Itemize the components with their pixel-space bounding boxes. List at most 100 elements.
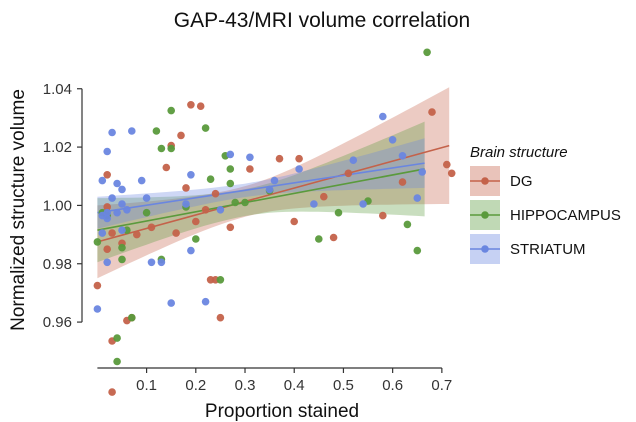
data-point-dg [201, 206, 210, 214]
data-points [93, 48, 456, 396]
data-point-dg [216, 313, 225, 322]
data-point-dg [329, 233, 338, 242]
data-point-dg [428, 108, 436, 116]
legend-title: Brain structure [470, 144, 568, 161]
data-point-dg [290, 217, 299, 226]
legend-key-point [481, 211, 489, 219]
y-tick-label: 1.00 [43, 197, 72, 214]
data-point-hippocampus [167, 144, 175, 153]
data-point-hippocampus [152, 127, 161, 135]
data-point-hippocampus [201, 124, 210, 132]
data-point-striatum [295, 165, 303, 173]
data-point-striatum [187, 171, 195, 179]
data-point-hippocampus [413, 246, 422, 255]
data-point-striatum [98, 229, 107, 237]
data-point-striatum [118, 226, 126, 234]
data-point-striatum [201, 297, 210, 306]
data-point-striatum [226, 150, 235, 159]
data-point-striatum [118, 185, 126, 194]
fit-line-dg [97, 144, 450, 243]
data-point-striatum [113, 179, 121, 188]
data-point-striatum [128, 127, 136, 135]
data-point-dg [147, 223, 156, 232]
data-point-striatum [103, 208, 111, 217]
data-point-hippocampus [226, 179, 235, 188]
legend-label-striatum: STRIATUM [510, 241, 586, 258]
data-point-hippocampus [216, 276, 225, 284]
data-point-striatum [118, 200, 126, 208]
fit-line-hippocampus [97, 168, 425, 231]
data-point-striatum [270, 176, 279, 185]
x-tick-label: 0.5 [333, 377, 354, 394]
legend: Brain structure DG HIPPOCAMPUS STRIATUM [470, 144, 621, 264]
x-tick-label: 0.3 [235, 377, 256, 394]
legend-item-hippocampus: HIPPOCAMPUS [470, 200, 621, 230]
data-point-striatum [359, 200, 367, 208]
data-point-hippocampus [315, 235, 323, 243]
data-point-dg [103, 245, 111, 253]
data-point-dg [398, 178, 407, 186]
y-tick-label: 0.98 [43, 256, 72, 273]
data-point-striatum [137, 176, 146, 185]
data-point-dg [172, 229, 180, 237]
data-point-dg [93, 281, 102, 290]
x-tick-label: 0.4 [284, 377, 305, 394]
fit-lines [97, 144, 450, 243]
y-tick-label: 1.02 [43, 139, 72, 156]
data-point-dg [162, 163, 171, 172]
x-tick-label: 0.6 [382, 377, 403, 394]
data-point-dg [226, 223, 235, 232]
data-point-striatum [123, 206, 131, 214]
data-point-hippocampus [192, 235, 200, 243]
data-point-dg [211, 189, 220, 198]
data-point-hippocampus [157, 144, 166, 153]
x-tick-label: 0.2 [185, 377, 206, 394]
data-point-dg [192, 217, 200, 226]
data-point-dg [177, 131, 185, 140]
x-tick-label: 0.1 [136, 377, 157, 394]
x-axis-title: Proportion stained [205, 401, 359, 422]
data-point-dg [344, 169, 353, 178]
data-point-dg [295, 154, 303, 163]
legend-label-hippocampus: HIPPOCAMPUS [510, 207, 621, 224]
data-point-striatum [98, 176, 107, 185]
data-point-striatum [108, 194, 116, 202]
data-point-striatum [147, 258, 156, 267]
data-point-striatum [265, 185, 274, 194]
chart-title: GAP-43/MRI volume correlation [174, 9, 470, 32]
data-point-dg [379, 211, 387, 220]
data-point-striatum [103, 147, 111, 156]
y-tick-label: 1.04 [43, 81, 72, 98]
data-point-dg [133, 230, 141, 239]
data-point-striatum [379, 112, 387, 121]
data-point-striatum [413, 194, 422, 202]
data-point-dg [187, 101, 195, 109]
data-point-striatum [398, 152, 407, 160]
data-point-dg [103, 203, 111, 211]
data-point-striatum [157, 258, 166, 267]
y-axis-title: Normalized structure volume [8, 89, 29, 331]
data-point-dg [320, 192, 328, 201]
data-point-striatum [418, 168, 427, 176]
confidence-band-hippocampus [97, 121, 425, 263]
data-point-dg [108, 229, 116, 237]
data-point-hippocampus [167, 106, 175, 115]
data-point-striatum [103, 258, 111, 267]
data-point-hippocampus [206, 175, 215, 183]
data-point-striatum [388, 136, 397, 144]
data-point-dg [443, 160, 451, 169]
data-point-hippocampus [113, 334, 121, 342]
data-point-striatum [93, 305, 102, 313]
y-axis: 0.96 0.98 1.00 1.02 1.04 [43, 81, 83, 331]
data-point-striatum [216, 206, 225, 214]
data-point-striatum [182, 200, 190, 208]
legend-key-point [481, 245, 489, 253]
data-point-dg [246, 165, 254, 173]
data-point-hippocampus [118, 255, 126, 264]
data-point-dg [447, 169, 456, 178]
x-tick-label: 0.7 [431, 377, 452, 394]
legend-item-dg: DG [470, 166, 533, 196]
data-point-dg [275, 154, 284, 163]
data-point-hippocampus [118, 243, 126, 252]
